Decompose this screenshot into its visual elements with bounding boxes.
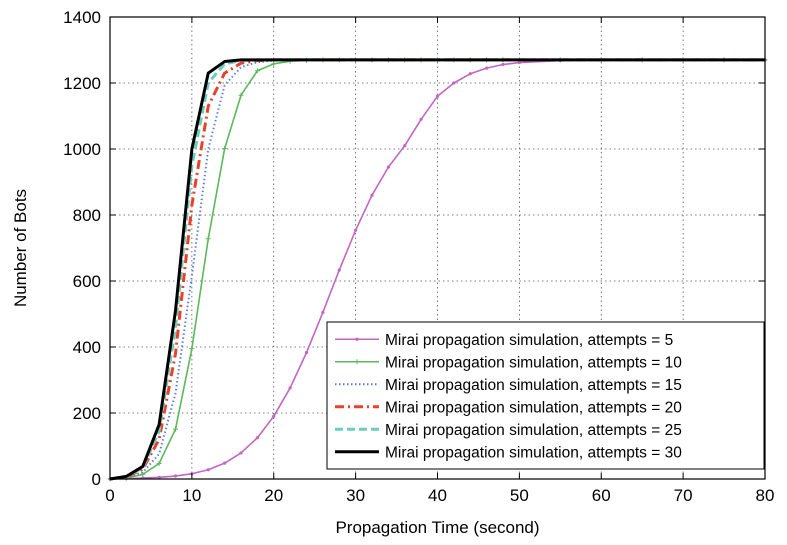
legend-item: Mirai propagation simulation, attempts =… [335, 399, 682, 416]
series-point [271, 61, 277, 67]
series-point [501, 62, 505, 67]
series-point [223, 461, 227, 465]
y-tick-label: 0 [92, 470, 101, 489]
legend-label: Mirai propagation simulation, attempts =… [385, 354, 682, 371]
series-point [321, 310, 325, 314]
legend-label: Mirai propagation simulation, attempts =… [385, 444, 682, 461]
series-point [485, 66, 489, 70]
series-point [156, 460, 162, 466]
axis-ticks: 0 10 20 30 40 50 60 70 8002004006008001000120014… [63, 8, 774, 505]
series-point [354, 359, 360, 365]
series-point [272, 414, 276, 418]
legend-label: Mirai propagation simulation, attempts =… [385, 377, 682, 394]
series-point [255, 436, 259, 440]
series-point [288, 386, 292, 390]
x-tick-label: 40 [428, 486, 447, 505]
x-tick-label: 50 [510, 486, 529, 505]
series-point [452, 81, 456, 85]
series-point [435, 94, 440, 98]
y-tick-label: 600 [73, 272, 101, 291]
legend-item: Mirai propagation simulation, attempts =… [335, 422, 682, 439]
series-point [386, 165, 390, 169]
series-point [206, 468, 210, 472]
series-point [355, 337, 359, 341]
series-point [239, 451, 243, 455]
x-tick-label: 10 [182, 486, 201, 505]
legend-label: Mirai propagation simulation, attempts =… [385, 399, 682, 416]
legend-box [326, 321, 765, 470]
series-point [205, 236, 211, 242]
y-axis-title: Number of Bots [11, 189, 30, 307]
y-tick-label: 1200 [63, 74, 101, 93]
series-point [189, 346, 195, 352]
y-tick-label: 200 [73, 404, 101, 423]
y-tick-label: 1400 [63, 8, 101, 27]
series-point [354, 228, 358, 232]
series-group [109, 58, 765, 481]
series-line [109, 58, 765, 481]
x-tick-label: 70 [674, 486, 693, 505]
x-tick-label: 30 [346, 486, 365, 505]
series-point [173, 426, 178, 432]
series-point [419, 117, 423, 121]
series-point [517, 60, 521, 65]
series-point [238, 92, 244, 98]
series-point [173, 474, 178, 478]
y-tick-label: 800 [73, 206, 101, 225]
series-point [304, 351, 309, 355]
legend-label: Mirai propagation simulation, attempts =… [385, 422, 682, 439]
legend-label: Mirai propagation simulation, attempts =… [385, 332, 673, 349]
series-point [157, 475, 161, 479]
plot-series [107, 57, 768, 482]
series-point [337, 268, 341, 272]
x-tick-label: 80 [756, 486, 775, 505]
series-point [468, 72, 472, 76]
legend-item: Mirai propagation simulation, attempts =… [335, 332, 673, 349]
series-point [254, 68, 260, 74]
legend-item: Mirai propagation simulation, attempts =… [335, 377, 682, 394]
x-axis-title: Propagation Time (second) [335, 518, 539, 537]
x-tick-label: 0 [105, 486, 114, 505]
y-tick-label: 1000 [63, 140, 101, 159]
y-tick-label: 400 [73, 338, 101, 357]
x-tick-label: 60 [592, 486, 611, 505]
x-tick-label: 20 [264, 486, 283, 505]
legend-item: Mirai propagation simulation, attempts =… [335, 354, 682, 371]
series-point [403, 144, 407, 148]
series-point [370, 193, 374, 197]
legend-item: Mirai propagation simulation, attempts =… [335, 444, 682, 461]
series-point [222, 146, 228, 152]
legend: Mirai propagation simulation, attempts =… [326, 321, 765, 470]
